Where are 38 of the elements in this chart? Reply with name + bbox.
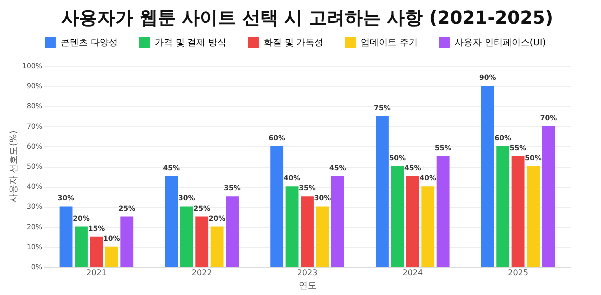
bar [496, 146, 510, 267]
bar [436, 156, 450, 267]
bar [286, 186, 299, 267]
bar [376, 116, 389, 267]
legend-label: 화질 및 가독성 [264, 38, 324, 49]
bar [512, 156, 525, 267]
x-axis-title: 연도 [299, 282, 317, 292]
bar [196, 216, 209, 267]
bar [481, 86, 494, 267]
bar [301, 196, 314, 267]
y-axis-title: 사용자 선호도(%) [9, 130, 20, 204]
bar [90, 236, 104, 267]
legend-label: 가격 및 결제 방식 [155, 38, 227, 49]
bar [331, 176, 344, 267]
bar [226, 196, 239, 267]
bar [391, 166, 404, 267]
bar [270, 146, 284, 267]
bar [165, 176, 178, 267]
bar [316, 206, 330, 267]
bar [422, 186, 435, 267]
x-tick-label: 2021 [86, 268, 107, 278]
bar [60, 206, 73, 267]
bar [542, 126, 556, 267]
bar [527, 166, 540, 267]
bar [75, 226, 88, 267]
bar [406, 176, 420, 267]
chart-title: 사용자가 웹툰 사이트 선택 시 고려하는 사항 (2021-2025) [62, 8, 554, 29]
x-tick-label: 2023 [297, 268, 318, 278]
x-tick-label: 2025 [508, 268, 528, 278]
bar [120, 216, 134, 267]
legend-label: 업데이트 주기 [361, 38, 418, 49]
legend-label: 사용자 인터페이스(UI) [455, 38, 546, 49]
x-tick-label: 2024 [402, 268, 424, 278]
x-tick-label: 2022 [192, 268, 212, 278]
bar [105, 246, 118, 267]
legend-label: 콘텐츠 다양성 [61, 38, 118, 49]
bar [210, 226, 224, 267]
bar [180, 206, 194, 267]
